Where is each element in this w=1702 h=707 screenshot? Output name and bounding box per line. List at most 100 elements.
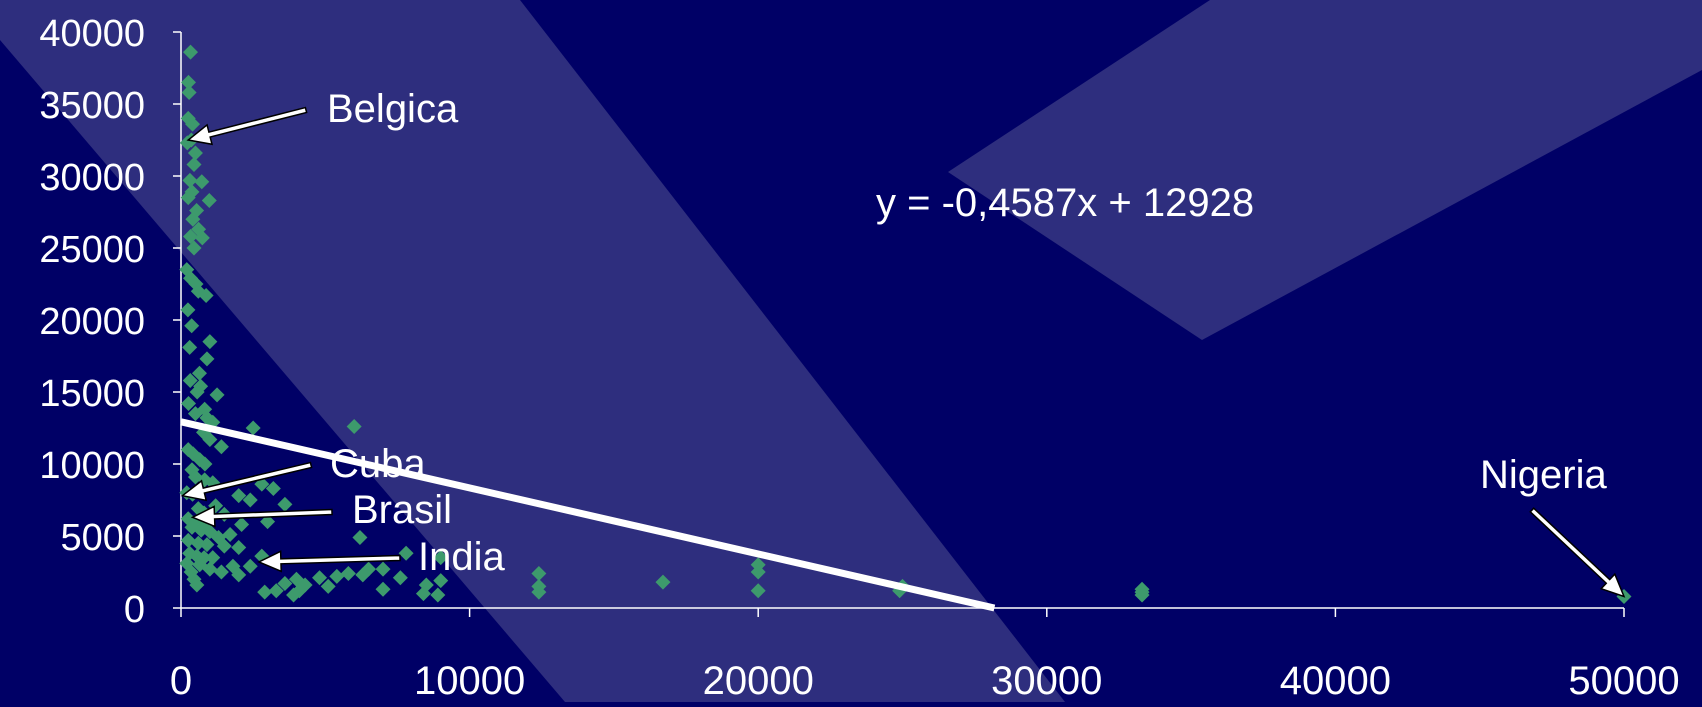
data-point	[198, 288, 214, 304]
y-tick-label: 30000	[39, 157, 145, 199]
data-point	[197, 456, 213, 472]
data-point	[352, 529, 368, 545]
data-point	[216, 538, 232, 554]
data-point	[242, 492, 258, 508]
data-point	[277, 576, 293, 592]
data-point	[201, 192, 217, 208]
data-point	[202, 432, 218, 448]
y-tick-label: 25000	[39, 229, 145, 271]
data-point	[194, 230, 210, 246]
x-tick-label: 20000	[703, 659, 814, 702]
data-point	[286, 587, 302, 603]
trendline-equation: y = -0,4587x + 12928	[876, 181, 1254, 225]
trendline	[180, 418, 996, 612]
data-point	[234, 516, 250, 532]
data-point	[231, 567, 247, 583]
trendline-group	[180, 418, 996, 612]
data-point	[265, 480, 281, 496]
y-tick-label: 10000	[39, 445, 145, 487]
data-point	[242, 558, 258, 574]
annotation-arrow	[186, 106, 308, 146]
background-band-upper	[948, 0, 1702, 340]
data-point	[430, 587, 446, 603]
data-point	[181, 396, 197, 412]
data-point	[433, 573, 449, 589]
y-tick-label: 40000	[39, 13, 145, 55]
data-point	[185, 211, 201, 227]
data-point	[1134, 584, 1150, 600]
data-point	[199, 537, 215, 553]
data-point	[182, 172, 198, 188]
annotation-label: India	[418, 535, 505, 579]
data-point	[329, 568, 345, 584]
data-point	[180, 302, 196, 318]
data-point	[194, 174, 210, 190]
data-point	[750, 557, 766, 573]
data-point	[189, 384, 205, 400]
data-point	[187, 406, 203, 422]
x-tick-label: 30000	[991, 659, 1102, 702]
data-point	[189, 577, 205, 593]
y-tick-label: 5000	[60, 517, 145, 559]
data-point	[199, 351, 215, 367]
data-point	[260, 514, 276, 530]
annotation-arrow	[190, 505, 333, 528]
data-point	[181, 74, 197, 90]
data-point	[268, 583, 284, 599]
annotation-arrow	[180, 461, 313, 502]
data-point	[209, 387, 225, 403]
data-point	[340, 565, 356, 581]
data-point	[231, 488, 247, 504]
data-point	[180, 190, 196, 206]
y-tick-label: 15000	[39, 373, 145, 415]
annotation-arrow	[257, 550, 401, 573]
annotation-label: Belgica	[327, 87, 459, 131]
data-point	[245, 420, 261, 436]
data-point	[182, 372, 198, 388]
data-point	[213, 439, 229, 455]
data-point	[205, 550, 221, 566]
data-point	[433, 550, 449, 566]
data-point	[184, 318, 200, 334]
data-point	[183, 228, 199, 244]
annotation-label: Nigeria	[1480, 453, 1607, 497]
x-tick-label: 0	[170, 659, 192, 702]
data-point	[183, 44, 199, 60]
data-point	[750, 583, 766, 599]
data-point	[185, 116, 201, 132]
data-point	[186, 240, 202, 256]
data-point	[277, 496, 293, 512]
data-point	[346, 419, 362, 435]
data-point	[202, 334, 218, 350]
data-point	[392, 570, 408, 586]
data-point	[186, 156, 202, 172]
data-point	[531, 584, 547, 600]
y-tick-label: 0	[124, 589, 145, 631]
data-point	[312, 570, 328, 586]
background-band-diagonal	[0, 0, 1065, 702]
x-tick-label: 10000	[414, 659, 525, 702]
data-point	[531, 565, 547, 581]
tick-labels: 0 5000 10000 15000 20000 25000 30000 35000 40000…	[39, 13, 1679, 703]
data-point	[202, 561, 218, 577]
data-point	[655, 574, 671, 590]
data-point	[181, 84, 197, 100]
y-tick-label: 35000	[39, 85, 145, 127]
annotation-label: Brasil	[352, 488, 452, 532]
data-point	[191, 365, 207, 381]
y-tick-label: 20000	[39, 301, 145, 343]
data-point	[231, 540, 247, 556]
data-point	[355, 567, 371, 583]
x-tick-label: 50000	[1568, 659, 1679, 702]
data-point	[213, 564, 229, 580]
annotation-arrow	[1529, 507, 1626, 598]
x-tick-label: 40000	[1280, 659, 1391, 702]
data-point	[415, 586, 431, 602]
data-point	[375, 561, 391, 577]
axes	[173, 31, 1625, 617]
annotation-label: Cuba	[330, 442, 426, 486]
